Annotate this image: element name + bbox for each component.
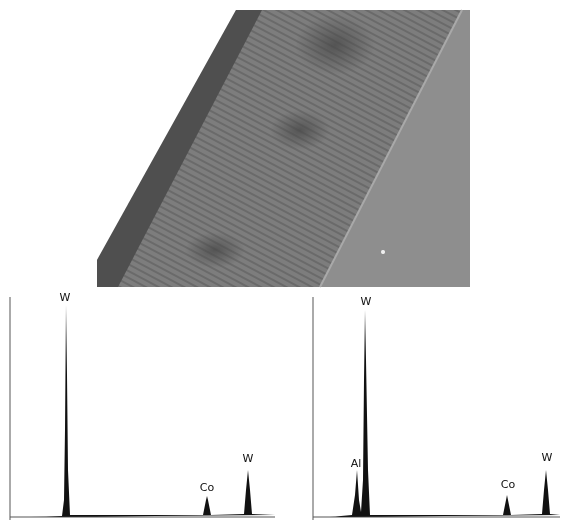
peak-label: W	[542, 451, 553, 464]
peak-label: Al	[351, 457, 362, 470]
peak-label: Co	[200, 481, 215, 494]
spectrum-left: W Co W	[9, 291, 275, 520]
peak-label: W	[361, 295, 372, 308]
sem-image	[97, 9, 470, 288]
peak-label: W	[243, 452, 254, 465]
peak-label: W	[60, 291, 71, 304]
spectrum-right: W Al Co W	[312, 295, 560, 520]
peak-label: Co	[501, 478, 516, 491]
